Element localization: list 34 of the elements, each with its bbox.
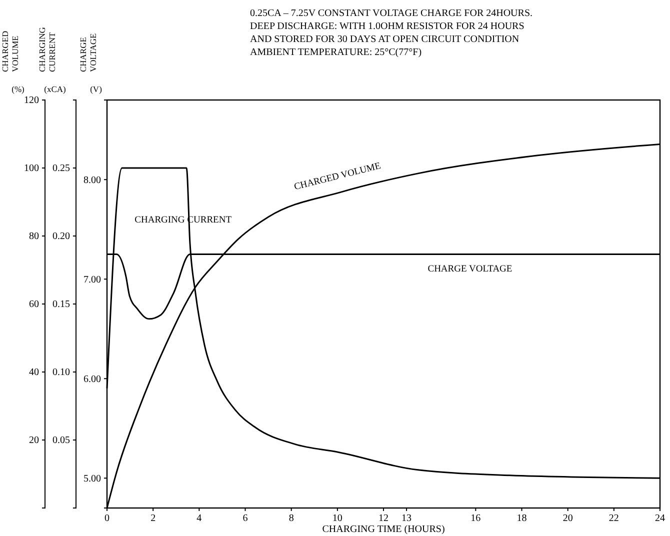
text: CHARGING CURRENT (xCA) [37,27,66,94]
x-tick-label: 0 [104,513,110,524]
x-tick-label: 2 [150,513,156,524]
y2-tick-label: 0.10 [52,367,70,378]
x-axis-title: CHARGING TIME (HOURS) [322,524,445,535]
x-tick-label: 24 [655,513,665,524]
y-tick-label: 60 [29,299,39,310]
chart-title: 0.25CA – 7.25V CONSTANT VOLTAGE CHARGE FOR 24HOURS. DEEP DISCHARGE: WITH 1.0OHM RESISTOR FOR 24 HOURS AND STORED FOR 30 DAYS AT OPEN CIRCUIT CONDITION AMBIENT TEMPERATURE: 25°C(77°F) [250,8,533,58]
y2-tick-label: 0.15 [52,299,70,310]
x-tick-label: 10 [332,513,342,524]
series-label: CHARGE VOLTAGE [428,264,512,274]
x-tick-label: 22 [608,513,619,524]
y2-tick-label: 0.05 [52,435,70,446]
y-tick-label: 20 [29,435,39,446]
text: CHARGE VOLTAGE (V) [78,33,102,94]
y3-tick-label: 5.00 [84,473,101,484]
y-tick-label: 40 [29,367,39,378]
x-tick-label: 4 [196,513,202,524]
y-tick-label: 120 [24,95,39,106]
y3-tick-label: 7.00 [84,274,101,286]
x-tick-label: 16 [470,513,481,524]
y-tick-label: 100 [24,163,39,174]
y2-tick-label: 0.25 [52,163,70,174]
x-tick-label: 12 [378,513,388,524]
x-tick-label: 6 [242,513,248,524]
text: CHARGED VOLUME (%) [0,30,24,94]
y3-tick-label: 8.00 [84,174,101,186]
x-tick-label: 18 [516,513,527,524]
x-tick-label: 13 [402,513,412,524]
y2-tick-label: 0.20 [52,231,70,242]
y3-tick-label: 6.00 [84,374,101,385]
x-tick-label: 8 [288,513,294,524]
x-tick-label: 20 [562,513,573,524]
y-tick-label: 80 [29,231,39,242]
